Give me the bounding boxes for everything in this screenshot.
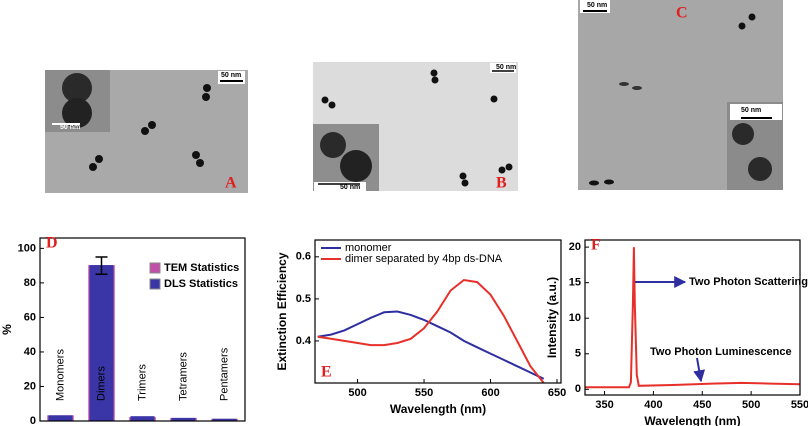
- x-tick-label: 400: [644, 399, 662, 411]
- legend-swatch: [149, 262, 161, 274]
- x-axis-title: Wavelength (nm): [644, 414, 740, 426]
- y-tick-label: 0.4: [296, 335, 312, 347]
- x-axis-title: Wavelength (nm): [390, 402, 486, 416]
- panel-label: D: [46, 235, 58, 252]
- x-tick-label: 600: [481, 387, 499, 399]
- y-tick-label: 0.6: [296, 251, 311, 263]
- scale-bar-label: 50 nm: [60, 124, 80, 131]
- category-label: Monomers: [54, 349, 66, 401]
- chart-panel: 0.4 0.5 0.6 500 550 600 650 Wavelength (nm) Exti…: [275, 239, 566, 416]
- scale-bar-label: 50 nm: [221, 72, 241, 79]
- y-tick-label: 10: [569, 312, 581, 324]
- line-series: [317, 310, 545, 380]
- category-label: Trimers: [136, 364, 148, 401]
- micrograph-b: 50 nm 50 nm B: [313, 62, 518, 192]
- panel-label: B: [496, 175, 507, 192]
- annotation: Two Photon Scattering: [689, 276, 808, 288]
- y-tick-label: 60: [24, 311, 36, 323]
- y-tick-label: 5: [575, 348, 581, 360]
- x-tick-label: 650: [548, 387, 566, 399]
- scale-bar-label: 50 nm: [741, 107, 761, 114]
- x-tick-label: 500: [348, 387, 366, 399]
- x-tick-label: 500: [742, 399, 760, 411]
- y-tick-label: 20: [24, 380, 36, 392]
- chart-panel: 0 5 10 15 20 350 400 450 500 550 Wavelength (nm) In…: [545, 237, 808, 426]
- y-axis-title: Intensity (a.u.): [545, 277, 559, 358]
- y-tick-label: 80: [24, 277, 36, 289]
- plot-frame: [39, 237, 246, 422]
- y-tick-label: 0: [30, 415, 36, 426]
- chart-panel: 0 20 40 60 80 100% Monomers Dimers Trimers Tetram…: [0, 235, 246, 426]
- line-series: [585, 247, 801, 389]
- y-tick-label: 0.5: [296, 293, 311, 305]
- panel-label: E: [321, 364, 332, 381]
- y-tick-label: 100: [18, 242, 36, 254]
- y-tick-label: 15: [569, 277, 581, 289]
- y-axis-title: Extinction Efficiency: [275, 252, 289, 370]
- category-label: Dimers: [95, 366, 107, 401]
- legend-label: monomer: [345, 242, 392, 254]
- legend-label: dimer separated by 4bp ds-DNA: [345, 253, 503, 265]
- y-tick-label: 40: [24, 346, 36, 358]
- scale-bar-label: 50 nm: [587, 2, 607, 9]
- plot-frame: [584, 239, 801, 396]
- category-label: Tetramers: [177, 352, 189, 401]
- error-bar: [95, 256, 108, 276]
- panel-label: A: [225, 175, 237, 192]
- plot-frame: [314, 239, 562, 384]
- micrograph-a: 50 nm 50 nm A: [45, 70, 248, 193]
- panel-label: F: [591, 237, 601, 254]
- micrograph-c: 50 nm 50 nm C: [578, 0, 783, 190]
- annotation-arrow: [693, 357, 706, 383]
- legend-label: TEM Statistics: [164, 262, 239, 274]
- line-series: [317, 278, 545, 384]
- panel-label: C: [676, 5, 688, 22]
- y-tick-label: 20: [569, 241, 581, 253]
- legend-label: DLS Statistics: [164, 278, 238, 290]
- x-tick-label: 550: [791, 399, 808, 411]
- bar: [48, 415, 73, 422]
- category-label: Pentamers: [218, 347, 230, 401]
- y-tick-label: 0: [575, 383, 581, 395]
- scale-bar-label: 50 nm: [340, 184, 360, 191]
- x-tick-label: 450: [693, 399, 711, 411]
- y-axis-title: %: [0, 324, 14, 335]
- scale-bar-label: 50 nm: [496, 64, 516, 71]
- bar: [130, 416, 155, 422]
- x-tick-label: 350: [595, 399, 613, 411]
- annotation: Two Photon Luminescence: [650, 346, 792, 358]
- legend-swatch: [149, 278, 161, 290]
- x-tick-label: 550: [415, 387, 433, 399]
